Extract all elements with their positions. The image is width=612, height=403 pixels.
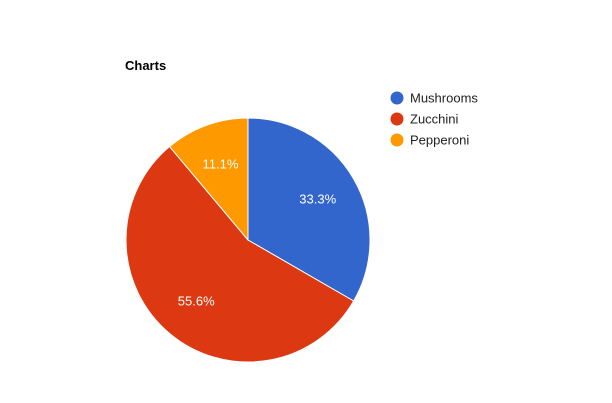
pie-slice-mushrooms[interactable] [247, 117, 371, 302]
legend-label-zucchini[interactable]: Zucchini [410, 112, 459, 127]
legend-label-mushrooms[interactable]: Mushrooms [410, 91, 478, 106]
chart-title: Charts [125, 58, 166, 73]
legend-marker-zucchini[interactable] [390, 112, 404, 126]
legend-marker-mushrooms[interactable] [390, 91, 404, 105]
pie-slice-labels: 33.3% 55.6% 11.1% [178, 156, 337, 308]
pie-slices [125, 117, 371, 363]
slice-percent-label: 33.3% [299, 192, 336, 207]
pie-slice-zucchini[interactable] [125, 145, 355, 363]
slice-percent-label: 55.6% [178, 294, 215, 309]
pie-slice-pepperoni[interactable] [168, 117, 249, 242]
legend-label-pepperoni[interactable]: Pepperoni [410, 133, 469, 148]
legend-marker-pepperoni[interactable] [390, 133, 404, 147]
slice-percent-label: 11.1% [203, 156, 239, 171]
legend: Mushrooms Zucchini Pepperoni [390, 91, 478, 148]
